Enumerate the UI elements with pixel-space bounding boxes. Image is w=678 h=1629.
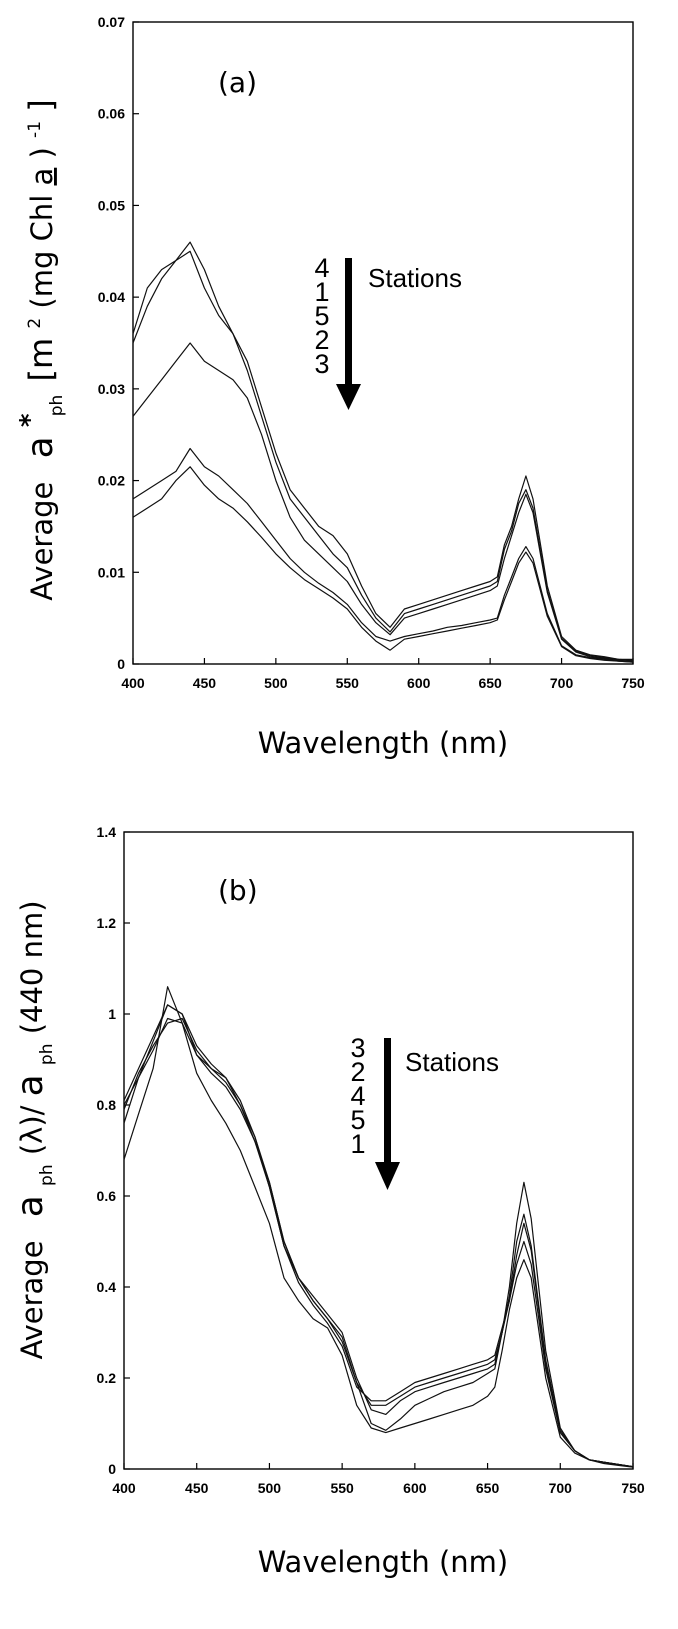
station-order-b-4: 5 xyxy=(350,1105,365,1135)
x-tick-label-a-7: 750 xyxy=(621,675,645,691)
station-order-a-2: 1 xyxy=(314,277,329,307)
curves-b xyxy=(123,986,634,1468)
x-axis-label-a: Wavelength (nm) xyxy=(258,726,509,760)
spectrum-line-b-1 xyxy=(123,1004,634,1468)
arrow-shaft-a xyxy=(345,258,352,388)
ylabel-a-units-supm1: -1 xyxy=(25,121,45,138)
y-tick-label-b-5: 1 xyxy=(108,1006,116,1022)
ylabel-a-units-a-underlined: a xyxy=(25,168,59,186)
ylabel-b-sub2: ph xyxy=(37,1044,57,1066)
x-tick-label-a-6: 700 xyxy=(550,675,574,691)
y-tick-label-b-7: 1.4 xyxy=(97,824,117,840)
spectrum-line-b-3 xyxy=(123,1004,634,1468)
station-order-a-4: 2 xyxy=(314,325,329,355)
y-tick-label-a-5: 0.05 xyxy=(98,197,125,213)
spectrum-line-a-4 xyxy=(132,447,634,663)
ylabel-a-units-sup2: 2 xyxy=(25,318,45,329)
spectrum-line-a-3 xyxy=(132,342,634,662)
y-tick-label-b-0: 0 xyxy=(108,1461,116,1477)
chart-panel-a: 400 450 500 550 600 650 700 750 0 0.01 0.02 0.03 0.0… xyxy=(11,14,645,760)
y-axis-label-a: Average a * ph [m 2 (mg Chl a ) -1 ] xyxy=(11,99,69,600)
x-tick-label-a-0: 400 xyxy=(121,675,145,691)
svg-text:Average a *: Average a * ph [m 2 (mg Chl a ) -1 ] xyxy=(11,99,69,600)
station-order-b-5: 1 xyxy=(350,1129,365,1159)
panel-label-b: (b) xyxy=(218,874,258,907)
y-tick-label-a-3: 0.03 xyxy=(98,381,125,397)
spectrum-line-a-1 xyxy=(132,250,633,661)
arrow-head-a xyxy=(336,384,361,410)
x-tick-label-b-0: 400 xyxy=(112,1480,136,1496)
axis-ticks-b: 400 450 500 550 600 650 700 750 0 0.2 0.4 0.6 0.8 1 1.… xyxy=(97,824,645,1496)
spectrum-line-a-5 xyxy=(132,466,634,663)
ylabel-a-average: Average xyxy=(25,482,59,601)
ylabel-a-star: * xyxy=(15,413,45,427)
station-order-a-1: 4 xyxy=(314,253,329,283)
ylabel-a-units-a: [m xyxy=(22,338,60,382)
chart-panel-b: 400 450 500 550 600 650 700 750 0 0.2 0.4 0.6 0.8 1 1.… xyxy=(10,824,645,1579)
y-tick-label-a-1: 0.01 xyxy=(98,564,125,580)
y-tick-label-b-6: 1.2 xyxy=(97,915,117,931)
x-tick-label-b-6: 700 xyxy=(549,1480,573,1496)
plot-frame-a xyxy=(132,21,634,665)
x-tick-label-a-1: 450 xyxy=(193,675,217,691)
spectrum-line-b-4 xyxy=(123,1017,634,1468)
ylabel-b-symbol2: a xyxy=(10,1074,51,1096)
x-tick-label-b-5: 650 xyxy=(476,1480,500,1496)
y-tick-label-b-2: 0.4 xyxy=(97,1279,117,1295)
curves-a xyxy=(132,241,634,663)
axis-ticks-a: 400 450 500 550 600 650 700 750 0 0.01 0.02 0.03 0.0… xyxy=(98,14,645,691)
spectrum-line-b-2 xyxy=(123,1017,634,1468)
y-tick-label-b-1: 0.2 xyxy=(97,1370,117,1386)
ylabel-b-mid: (λ)/ xyxy=(15,1105,49,1155)
x-tick-label-b-2: 500 xyxy=(258,1480,282,1496)
station-order-a-3: 5 xyxy=(314,301,329,331)
ylabel-b-average: Average xyxy=(15,1240,49,1359)
x-tick-label-a-4: 600 xyxy=(407,675,431,691)
x-tick-label-a-5: 650 xyxy=(478,675,502,691)
y-tick-label-a-0: 0 xyxy=(117,656,125,672)
ylabel-b-end: (440 nm) xyxy=(15,900,49,1034)
y-tick-label-a-2: 0.02 xyxy=(98,473,125,489)
y-tick-label-b-3: 0.6 xyxy=(97,1188,117,1204)
station-order-b-1: 3 xyxy=(350,1033,365,1063)
station-order-b-2: 2 xyxy=(350,1057,365,1087)
panel-label-a: (a) xyxy=(218,66,257,99)
x-tick-label-b-4: 600 xyxy=(403,1480,427,1496)
x-tick-label-b-3: 550 xyxy=(330,1480,354,1496)
y-tick-label-a-6: 0.06 xyxy=(98,106,125,122)
y-axis-label-b: Average a ph (λ)/ a ph (440 nm) xyxy=(10,900,59,1359)
stations-word-a: Stations xyxy=(368,263,462,293)
stations-legend-b: 3 2 4 5 1 Stations xyxy=(350,1033,499,1190)
x-tick-label-a-2: 500 xyxy=(264,675,288,691)
stations-word-b: Stations xyxy=(405,1047,499,1077)
ylabel-a-units-b: (mg Chl xyxy=(25,185,59,308)
spectrum-line-a-2 xyxy=(132,241,634,661)
x-tick-label-b-7: 750 xyxy=(621,1480,645,1496)
ylabel-a-sub: ph xyxy=(47,395,67,417)
svg-text:Average a ph: Average a ph (λ)/ a ph (440 nm) xyxy=(10,900,59,1359)
ylabel-a-units-c: ) xyxy=(25,147,59,158)
plot-frame-b xyxy=(123,831,634,1470)
x-tick-label-a-3: 550 xyxy=(336,675,360,691)
y-tick-label-a-7: 0.07 xyxy=(98,14,125,30)
spectrum-line-b-5 xyxy=(123,986,634,1468)
station-order-b-3: 4 xyxy=(350,1081,365,1111)
ylabel-a-symbol: a xyxy=(20,436,61,458)
stations-legend-a: 4 1 5 2 3 Stations xyxy=(314,253,462,410)
y-tick-label-b-4: 0.8 xyxy=(97,1097,117,1113)
ylabel-a-units-d: ] xyxy=(22,99,60,111)
y-tick-label-a-4: 0.04 xyxy=(98,289,125,305)
station-order-a-5: 3 xyxy=(314,349,329,379)
x-axis-label-b: Wavelength (nm) xyxy=(258,1545,509,1579)
arrow-shaft-b xyxy=(384,1038,391,1166)
ylabel-b-symbol: a xyxy=(10,1195,51,1217)
arrow-head-b xyxy=(375,1162,400,1190)
x-tick-label-b-1: 450 xyxy=(185,1480,209,1496)
ylabel-b-sub: ph xyxy=(37,1164,57,1186)
